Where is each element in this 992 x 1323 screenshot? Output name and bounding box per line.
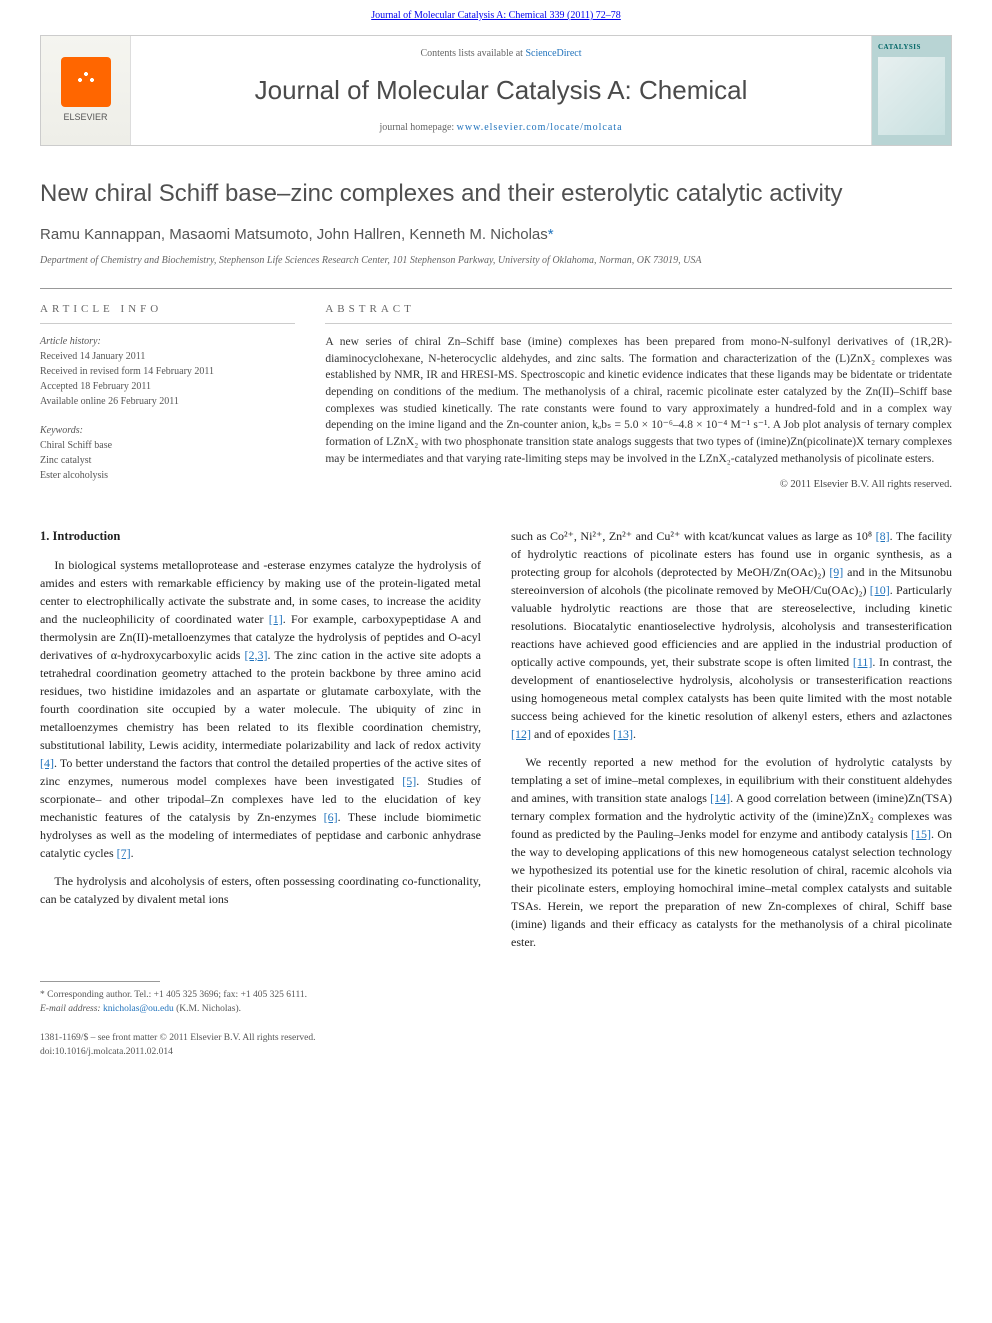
keyword-3: Ester alcoholysis (40, 470, 108, 481)
body-columns: 1. Introduction In biological systems me… (40, 527, 952, 961)
contents-prefix: Contents lists available at (420, 48, 525, 59)
paragraph-4: We recently reported a new method for th… (511, 753, 952, 951)
ref-12[interactable]: [12] (511, 727, 531, 741)
ref-7[interactable]: [7] (117, 846, 131, 860)
journal-banner: ELSEVIER Contents lists available at Sci… (40, 35, 952, 146)
corresponding-marker: * (548, 226, 554, 243)
keyword-2: Zinc catalyst (40, 455, 91, 466)
email-suffix: (K.M. Nicholas). (174, 1004, 241, 1014)
ref-6[interactable]: [6] (324, 810, 338, 824)
ref-4[interactable]: [4] (40, 756, 54, 770)
elsevier-logo: ELSEVIER (41, 36, 131, 145)
left-column: 1. Introduction In biological systems me… (40, 527, 481, 961)
journal-homepage: journal homepage: www.elsevier.com/locat… (141, 120, 861, 135)
elsevier-label: ELSEVIER (63, 111, 107, 125)
right-column: such as Co²⁺, Ni²⁺, Zn²⁺ and Cu²⁺ with k… (511, 527, 952, 961)
sciencedirect-link[interactable]: ScienceDirect (525, 48, 581, 59)
email-line: E-mail address: knicholas@ou.edu (K.M. N… (40, 1002, 952, 1016)
paragraph-3: such as Co²⁺, Ni²⁺, Zn²⁺ and Cu²⁺ with k… (511, 527, 952, 743)
info-abstract-row: ARTICLE INFO Article history: Received 1… (40, 288, 952, 498)
keyword-1: Chiral Schiff base (40, 440, 112, 451)
accepted-date: Accepted 18 February 2011 (40, 381, 151, 392)
ref-10[interactable]: [10] (870, 583, 890, 597)
article-title: New chiral Schiff base–zinc complexes an… (40, 176, 952, 212)
doi-line: doi:10.1016/j.molcata.2011.02.014 (40, 1045, 952, 1059)
online-date: Available online 26 February 2011 (40, 396, 179, 407)
article-history: Article history: Received 14 January 201… (40, 334, 295, 409)
journal-cover: CATALYSIS (871, 36, 951, 145)
ref-15[interactable]: [15] (911, 827, 931, 841)
author-names: Ramu Kannappan, Masaomi Matsumoto, John … (40, 226, 548, 243)
received-date: Received 14 January 2011 (40, 351, 145, 362)
ref-13[interactable]: [13] (613, 727, 633, 741)
authors: Ramu Kannappan, Masaomi Matsumoto, John … (40, 224, 952, 247)
history-label: Article history: (40, 336, 101, 347)
elsevier-tree-icon (61, 57, 111, 107)
running-header: Journal of Molecular Catalysis A: Chemic… (0, 0, 992, 27)
email-label: E-mail address: (40, 1004, 103, 1014)
corresponding-note: * Corresponding author. Tel.: +1 405 325… (40, 988, 952, 1002)
homepage-link[interactable]: www.elsevier.com/locate/molcata (457, 122, 623, 133)
abstract-col: ABSTRACT A new series of chiral Zn–Schif… (325, 289, 952, 498)
footer-divider (40, 981, 160, 982)
cover-image (878, 57, 945, 136)
issn-line: 1381-1169/$ – see front matter © 2011 El… (40, 1031, 952, 1045)
ref-8[interactable]: [8] (876, 529, 890, 543)
paragraph-2: The hydrolysis and alcoholysis of esters… (40, 872, 481, 908)
article-info-col: ARTICLE INFO Article history: Received 1… (40, 289, 295, 498)
keywords-label: Keywords: (40, 425, 83, 436)
article-info-heading: ARTICLE INFO (40, 301, 295, 325)
ref-2-3[interactable]: [2,3] (245, 648, 268, 662)
affiliation: Department of Chemistry and Biochemistry… (40, 253, 952, 268)
homepage-prefix: journal homepage: (379, 122, 456, 133)
abstract-copyright: © 2011 Elsevier B.V. All rights reserved… (325, 477, 952, 493)
section-1-heading: 1. Introduction (40, 527, 481, 546)
paragraph-1: In biological systems metalloprotease an… (40, 556, 481, 862)
ref-14[interactable]: [14] (710, 791, 730, 805)
ref-5[interactable]: [5] (402, 774, 416, 788)
cover-title: CATALYSIS (878, 42, 945, 53)
banner-center: Contents lists available at ScienceDirec… (131, 36, 871, 145)
revised-date: Received in revised form 14 February 201… (40, 366, 214, 377)
abstract-text: A new series of chiral Zn–Schiff base (i… (325, 334, 952, 467)
email-link[interactable]: knicholas@ou.edu (103, 1004, 174, 1014)
article-header: New chiral Schiff base–zinc complexes an… (40, 176, 952, 268)
ref-1[interactable]: [1] (269, 612, 283, 626)
header-journal-link[interactable]: Journal of Molecular Catalysis A: Chemic… (371, 10, 621, 21)
ref-9[interactable]: [9] (829, 565, 843, 579)
journal-name: Journal of Molecular Catalysis A: Chemic… (141, 71, 861, 110)
abstract-heading: ABSTRACT (325, 301, 952, 325)
contents-line: Contents lists available at ScienceDirec… (141, 46, 861, 61)
ref-11[interactable]: [11] (853, 655, 873, 669)
keywords-block: Keywords: Chiral Schiff base Zinc cataly… (40, 423, 295, 483)
footer-block: * Corresponding author. Tel.: +1 405 325… (40, 981, 952, 1059)
